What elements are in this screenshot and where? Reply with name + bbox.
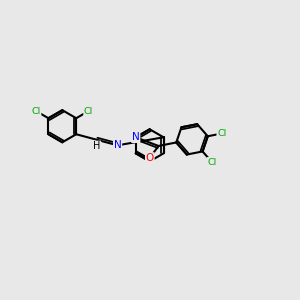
Text: H: H (93, 141, 100, 151)
Text: Cl: Cl (207, 158, 217, 167)
Text: Cl: Cl (32, 106, 41, 116)
Text: N: N (132, 132, 140, 142)
Text: N: N (114, 140, 122, 150)
Text: O: O (146, 153, 154, 163)
Text: Cl: Cl (217, 129, 226, 138)
Text: Cl: Cl (84, 106, 93, 116)
